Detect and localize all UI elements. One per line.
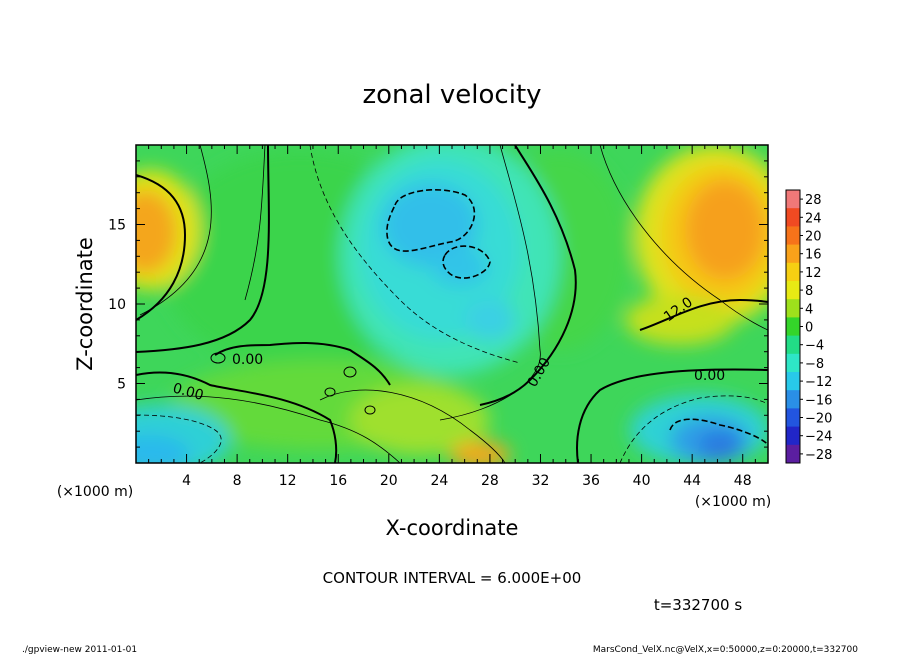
field-blob [465, 300, 515, 340]
contour-line [244, 145, 266, 301]
colorbar: 28 24 20 16 12 8 4 0 −4 −8 −12 −16 −20 −24 −28 [785, 189, 832, 464]
contour-line-zero [324, 387, 336, 397]
contour-line-negative [386, 189, 476, 252]
colorbar-segment [786, 190, 800, 209]
x-tick-label: 4 [182, 473, 191, 489]
colorbar-label: −12 [805, 375, 832, 390]
x-tick-label: 44 [683, 473, 701, 489]
field-blob [625, 295, 735, 345]
x-tick-label: 24 [430, 473, 448, 489]
colorbar-label: 4 [805, 302, 813, 317]
field-blob [136, 435, 190, 463]
velocity-field [136, 145, 768, 463]
contour-line-negative [619, 395, 768, 463]
contour-line-negative [442, 245, 491, 279]
colorbar-label: 24 [805, 211, 822, 226]
colorbar-label: −4 [805, 339, 824, 354]
x-tick-label: 28 [481, 473, 499, 489]
contour-line [319, 389, 506, 463]
contour-label: 0.00 [171, 380, 205, 404]
x-unit-label-right: (×1000 m) [695, 494, 771, 510]
x-tick-label: 36 [582, 473, 600, 489]
y-axis-label: Z-coordinate [73, 237, 97, 371]
colorbar-segment [786, 299, 800, 318]
colorbar-label: 20 [805, 230, 822, 245]
contour-line-zero [136, 145, 270, 353]
x-tick-label: 20 [380, 473, 398, 489]
contour-line [364, 405, 376, 415]
x-tick-label: 16 [329, 473, 347, 489]
contour-line-zero [210, 352, 226, 364]
colorbar-segment [786, 317, 800, 337]
y-axis: 5 10 15 [108, 160, 768, 448]
footer-right: MarsCond_VelX.nc@VelX,x=0:50000,z=0:2000… [593, 645, 858, 654]
colorbar-segment [786, 353, 800, 373]
field-blob [136, 190, 177, 274]
y-tick-label: 5 [117, 377, 126, 393]
colorbar-label: −28 [805, 448, 832, 463]
colorbar-segment [786, 408, 800, 428]
contour-line-zero [136, 371, 338, 463]
contour-lines [136, 145, 768, 463]
colorbar-label: 8 [805, 284, 813, 299]
colorbar-segment [786, 390, 800, 409]
contour-line-zero [479, 145, 577, 406]
colorbar-segment [786, 281, 800, 300]
colorbar-segment [786, 335, 800, 355]
field-blob [432, 250, 488, 286]
contour-line [599, 145, 768, 331]
y-tick-label: 10 [108, 297, 126, 313]
colorbar-label: 28 [805, 193, 822, 208]
field-blob [350, 385, 490, 455]
field-blob [382, 183, 478, 267]
colorbar-segment [786, 244, 800, 264]
colorbar-segment [786, 372, 800, 391]
contour-line-zero [343, 366, 357, 378]
contour-line [439, 145, 541, 421]
x-axis: 4 8 12 16 20 24 28 32 36 40 44 48 [148, 145, 756, 489]
contour-line-zero [639, 298, 768, 331]
field-blob [450, 441, 510, 463]
contour-label: 0.00 [232, 352, 263, 368]
x-tick-label: 48 [734, 473, 752, 489]
field-blob [698, 431, 742, 459]
contour-label: 0.00 [694, 368, 725, 384]
colorbar-label: −20 [805, 412, 832, 427]
contour-line-zero [136, 174, 187, 321]
x-unit-label-left: (×1000 m) [57, 484, 133, 500]
contour-line-zero [576, 368, 768, 463]
colorbar-segment [786, 262, 800, 282]
contour-line-zero [214, 342, 391, 386]
x-tick-label: 12 [279, 473, 297, 489]
colorbar-label: 16 [805, 248, 822, 263]
x-tick-label: 40 [633, 473, 651, 489]
footer-left: ./gpview-new 2011-01-01 [22, 645, 137, 654]
colorbar-segment [786, 226, 800, 246]
contour-interval-text: CONTOUR INTERVAL = 6.000E+00 [323, 569, 582, 587]
colorbar-label: −16 [805, 393, 832, 408]
colorbar-label: 12 [805, 266, 822, 281]
plot-area: 0.00 0.00 0.00 0.00 12.0 [136, 145, 768, 463]
x-axis-label: X-coordinate [386, 516, 519, 540]
contour-line-negative [669, 418, 768, 446]
contour-line-negative [136, 414, 222, 463]
y-tick-label: 15 [108, 218, 126, 234]
contour-line [139, 145, 212, 316]
colorbar-label: 0 [805, 321, 813, 336]
chart-title: zonal velocity [362, 80, 541, 110]
colorbar-segment [786, 426, 800, 446]
colorbar-segment [786, 444, 800, 464]
x-tick-label: 32 [532, 473, 550, 489]
field-blob [685, 180, 765, 280]
contour-line [136, 395, 401, 463]
colorbar-label: −8 [805, 357, 824, 372]
colorbar-label: −24 [805, 430, 832, 445]
x-tick-label: 8 [233, 473, 242, 489]
colorbar-segment [786, 208, 800, 227]
time-label: t=332700 s [654, 596, 742, 614]
